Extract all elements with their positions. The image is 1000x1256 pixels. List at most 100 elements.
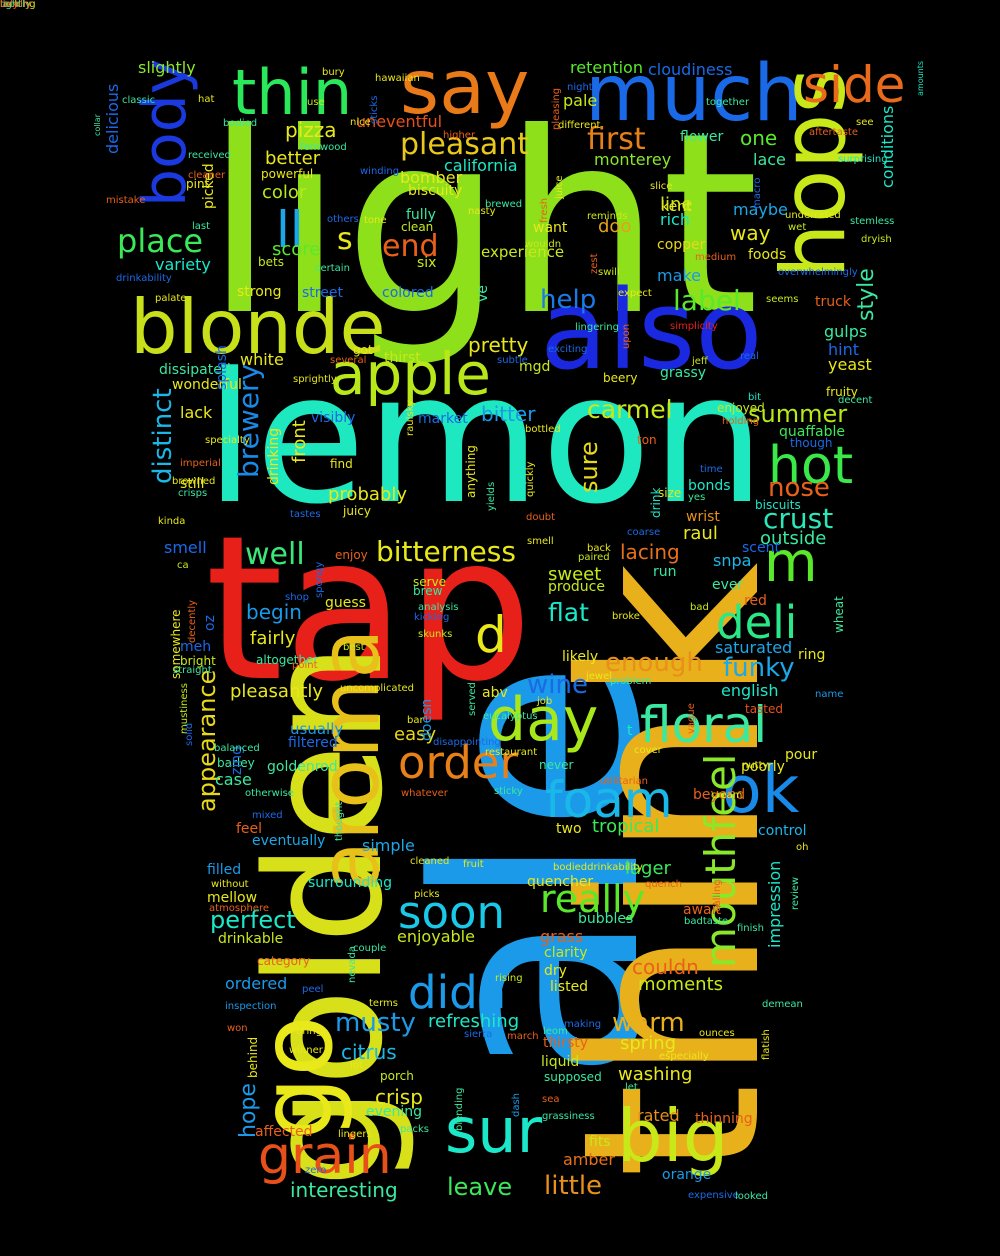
cloud-word: foam bbox=[545, 771, 673, 829]
cloud-word: one bbox=[740, 126, 778, 150]
cloud-word: problem bbox=[610, 676, 652, 687]
cloud-word: simple bbox=[362, 836, 415, 855]
cloud-word: march bbox=[507, 1031, 539, 1042]
cloud-word: sure bbox=[575, 440, 603, 493]
cloud-word: juice bbox=[554, 174, 565, 199]
cloud-word: see bbox=[856, 117, 874, 128]
cloud-word: terms bbox=[369, 998, 398, 1009]
cloud-word: english bbox=[721, 681, 779, 700]
cloud-word: nice bbox=[350, 117, 371, 128]
cloud-word: demean bbox=[762, 999, 803, 1010]
cloud-word: back bbox=[587, 543, 611, 554]
cloud-word: wouldn bbox=[525, 239, 562, 250]
cloud-word: category bbox=[257, 954, 311, 968]
cloud-word: tasted bbox=[745, 702, 784, 716]
cloud-word: size bbox=[658, 486, 682, 500]
cloud-word: pleasing bbox=[551, 87, 562, 130]
cloud-word: dryish bbox=[861, 234, 892, 245]
cloud-word: couple bbox=[353, 943, 387, 954]
cloud-word: bit bbox=[748, 392, 762, 403]
cloud-word: macro bbox=[752, 177, 763, 209]
cloud-word: whatever bbox=[401, 788, 448, 799]
cloud-word: appearance bbox=[193, 669, 221, 812]
cloud-word: oh bbox=[796, 842, 809, 853]
cloud-word: especially bbox=[659, 1051, 709, 1062]
cloud-word: foods bbox=[748, 247, 787, 263]
cloud-word: picks bbox=[414, 889, 440, 900]
cloud-word: quickly bbox=[525, 461, 536, 497]
cloud-word: bottled bbox=[525, 424, 561, 435]
cloud-word: liquid bbox=[541, 1054, 580, 1070]
cloud-word: produce bbox=[548, 579, 605, 595]
cloud-word: others bbox=[327, 214, 359, 225]
cloud-word: hint bbox=[828, 340, 859, 359]
cloud-word: expect bbox=[618, 288, 652, 299]
cloud-word: d bbox=[475, 606, 507, 664]
cloud-word: colored bbox=[382, 285, 434, 301]
cloud-word: perfect bbox=[210, 906, 296, 934]
cloud-word: summer bbox=[748, 400, 848, 428]
cloud-word: tastes bbox=[290, 509, 321, 520]
cloud-word: classic bbox=[122, 95, 156, 106]
cloud-word: enough bbox=[605, 648, 703, 678]
cloud-word: bodied bbox=[223, 118, 258, 129]
cloud-word: decent bbox=[838, 395, 873, 406]
cloud-word: skunks bbox=[418, 629, 453, 640]
cloud-word: bomber bbox=[400, 168, 463, 187]
cloud-word: stemless bbox=[850, 216, 895, 227]
cloud-word: grassiness bbox=[542, 1111, 595, 1122]
cloud-word: floral bbox=[640, 696, 768, 754]
cloud-word: funky bbox=[723, 653, 795, 683]
cloud-word: feel bbox=[236, 821, 263, 837]
cloud-word: upon bbox=[621, 323, 632, 349]
cloud-word: thirsty bbox=[543, 1035, 589, 1051]
cloud-word: beery bbox=[603, 371, 638, 385]
cloud-word: atmosphere bbox=[209, 903, 269, 914]
cloud-word: cleaner bbox=[188, 170, 226, 181]
cloud-word: juicy bbox=[343, 504, 371, 518]
cloud-word: looked bbox=[735, 1191, 768, 1202]
cloud-word: couldn bbox=[632, 955, 699, 979]
cloud-word: mellow bbox=[207, 890, 258, 906]
cloud-word: sur bbox=[445, 1094, 543, 1167]
cloud-word: supposed bbox=[544, 1070, 602, 1084]
cloud-word: beyond bbox=[693, 787, 746, 803]
cloud-word: pour bbox=[785, 747, 818, 763]
cloud-word: broke bbox=[612, 611, 640, 622]
cloud-word: t bbox=[627, 723, 633, 739]
cloud-word: barley bbox=[217, 756, 255, 770]
cloud-word: amber bbox=[563, 1150, 615, 1169]
cloud-word: pleasantly bbox=[230, 681, 324, 702]
cloud-word: thought bbox=[334, 801, 345, 841]
cloud-word: kent bbox=[661, 199, 692, 215]
cloud-word: snpa bbox=[713, 551, 752, 570]
cloud-word: pleasant bbox=[400, 127, 530, 162]
cloud-word: lingering bbox=[575, 322, 619, 333]
cloud-word: truck bbox=[815, 294, 851, 310]
cloud-word: otherwise bbox=[245, 788, 294, 799]
cloud-word: subtle bbox=[497, 355, 528, 366]
cloud-word: cover bbox=[634, 745, 662, 756]
cloud-word: mouthfeel bbox=[696, 753, 745, 968]
cloud-word: also bbox=[540, 266, 763, 394]
cloud-word: slice bbox=[650, 181, 673, 192]
cloud-word: lightly bbox=[0, 0, 31, 10]
cloud-word: nutty bbox=[742, 760, 769, 771]
cloud-word: drinking bbox=[266, 427, 282, 485]
cloud-word: tropical bbox=[592, 816, 660, 837]
cloud-word: begin bbox=[246, 600, 302, 624]
cloud-word: eventually bbox=[252, 833, 326, 849]
cloud-word: evening bbox=[366, 1104, 423, 1120]
cloud-word: won bbox=[227, 1023, 248, 1034]
cloud-word: sierra bbox=[464, 1029, 493, 1040]
cloud-word: pale bbox=[563, 91, 598, 110]
cloud-word: tap bbox=[205, 493, 533, 726]
cloud-word: collar bbox=[93, 114, 102, 137]
cloud-word: pint bbox=[186, 177, 210, 191]
cloud-word: strong bbox=[237, 284, 282, 300]
cloud-word: serve bbox=[413, 575, 447, 589]
cloud-word: uneventful bbox=[356, 112, 443, 131]
cloud-word: apple bbox=[330, 340, 491, 408]
cloud-word: flower bbox=[680, 129, 724, 145]
cloud-word: ring bbox=[798, 647, 826, 663]
